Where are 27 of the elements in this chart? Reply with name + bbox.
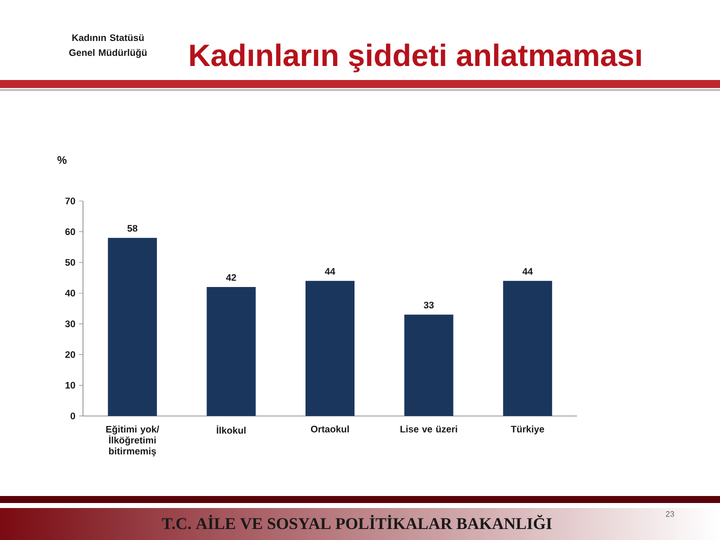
text: T.C. AİLE VE SOSYAL POLİTİKALAR BAKANLIĞI bbox=[162, 514, 552, 530]
y-tick-label: 70 bbox=[65, 198, 76, 204]
bar bbox=[108, 238, 157, 416]
bar bbox=[404, 314, 454, 416]
data-label: 44 bbox=[522, 268, 533, 275]
x-tick-label: Ortaokul bbox=[310, 426, 349, 432]
data-label: 42 bbox=[226, 274, 236, 281]
bar bbox=[306, 280, 355, 416]
bar bbox=[503, 280, 552, 416]
data-label: 58 bbox=[127, 224, 138, 232]
y-tick-label: 50 bbox=[65, 259, 76, 266]
x-tick-label: Lise ve üzeri bbox=[400, 426, 458, 432]
bar bbox=[206, 286, 256, 416]
y-tick-label: 40 bbox=[65, 290, 76, 296]
x-tick-label: Eğitimi yok/ İlköğretimi bitirmemiş bbox=[106, 425, 160, 456]
text: Kadının Statüsü Genel Müdürlüğü bbox=[69, 34, 147, 58]
y-axis-title: % bbox=[57, 156, 67, 164]
y-tick-label: 30 bbox=[65, 320, 76, 328]
y-tick-label: 0 bbox=[70, 412, 76, 420]
y-tick-label: 20 bbox=[65, 351, 76, 358]
x-tick-label: İlkokul bbox=[216, 426, 246, 434]
x-tick-label: Türkiye bbox=[510, 426, 544, 434]
y-tick-label: 10 bbox=[66, 382, 76, 389]
data-label: 33 bbox=[424, 302, 434, 308]
data-label: 44 bbox=[324, 268, 336, 275]
chart-title: Kadınların şiddeti anlatmaması bbox=[190, 44, 641, 72]
y-tick-label: 60 bbox=[65, 228, 76, 236]
